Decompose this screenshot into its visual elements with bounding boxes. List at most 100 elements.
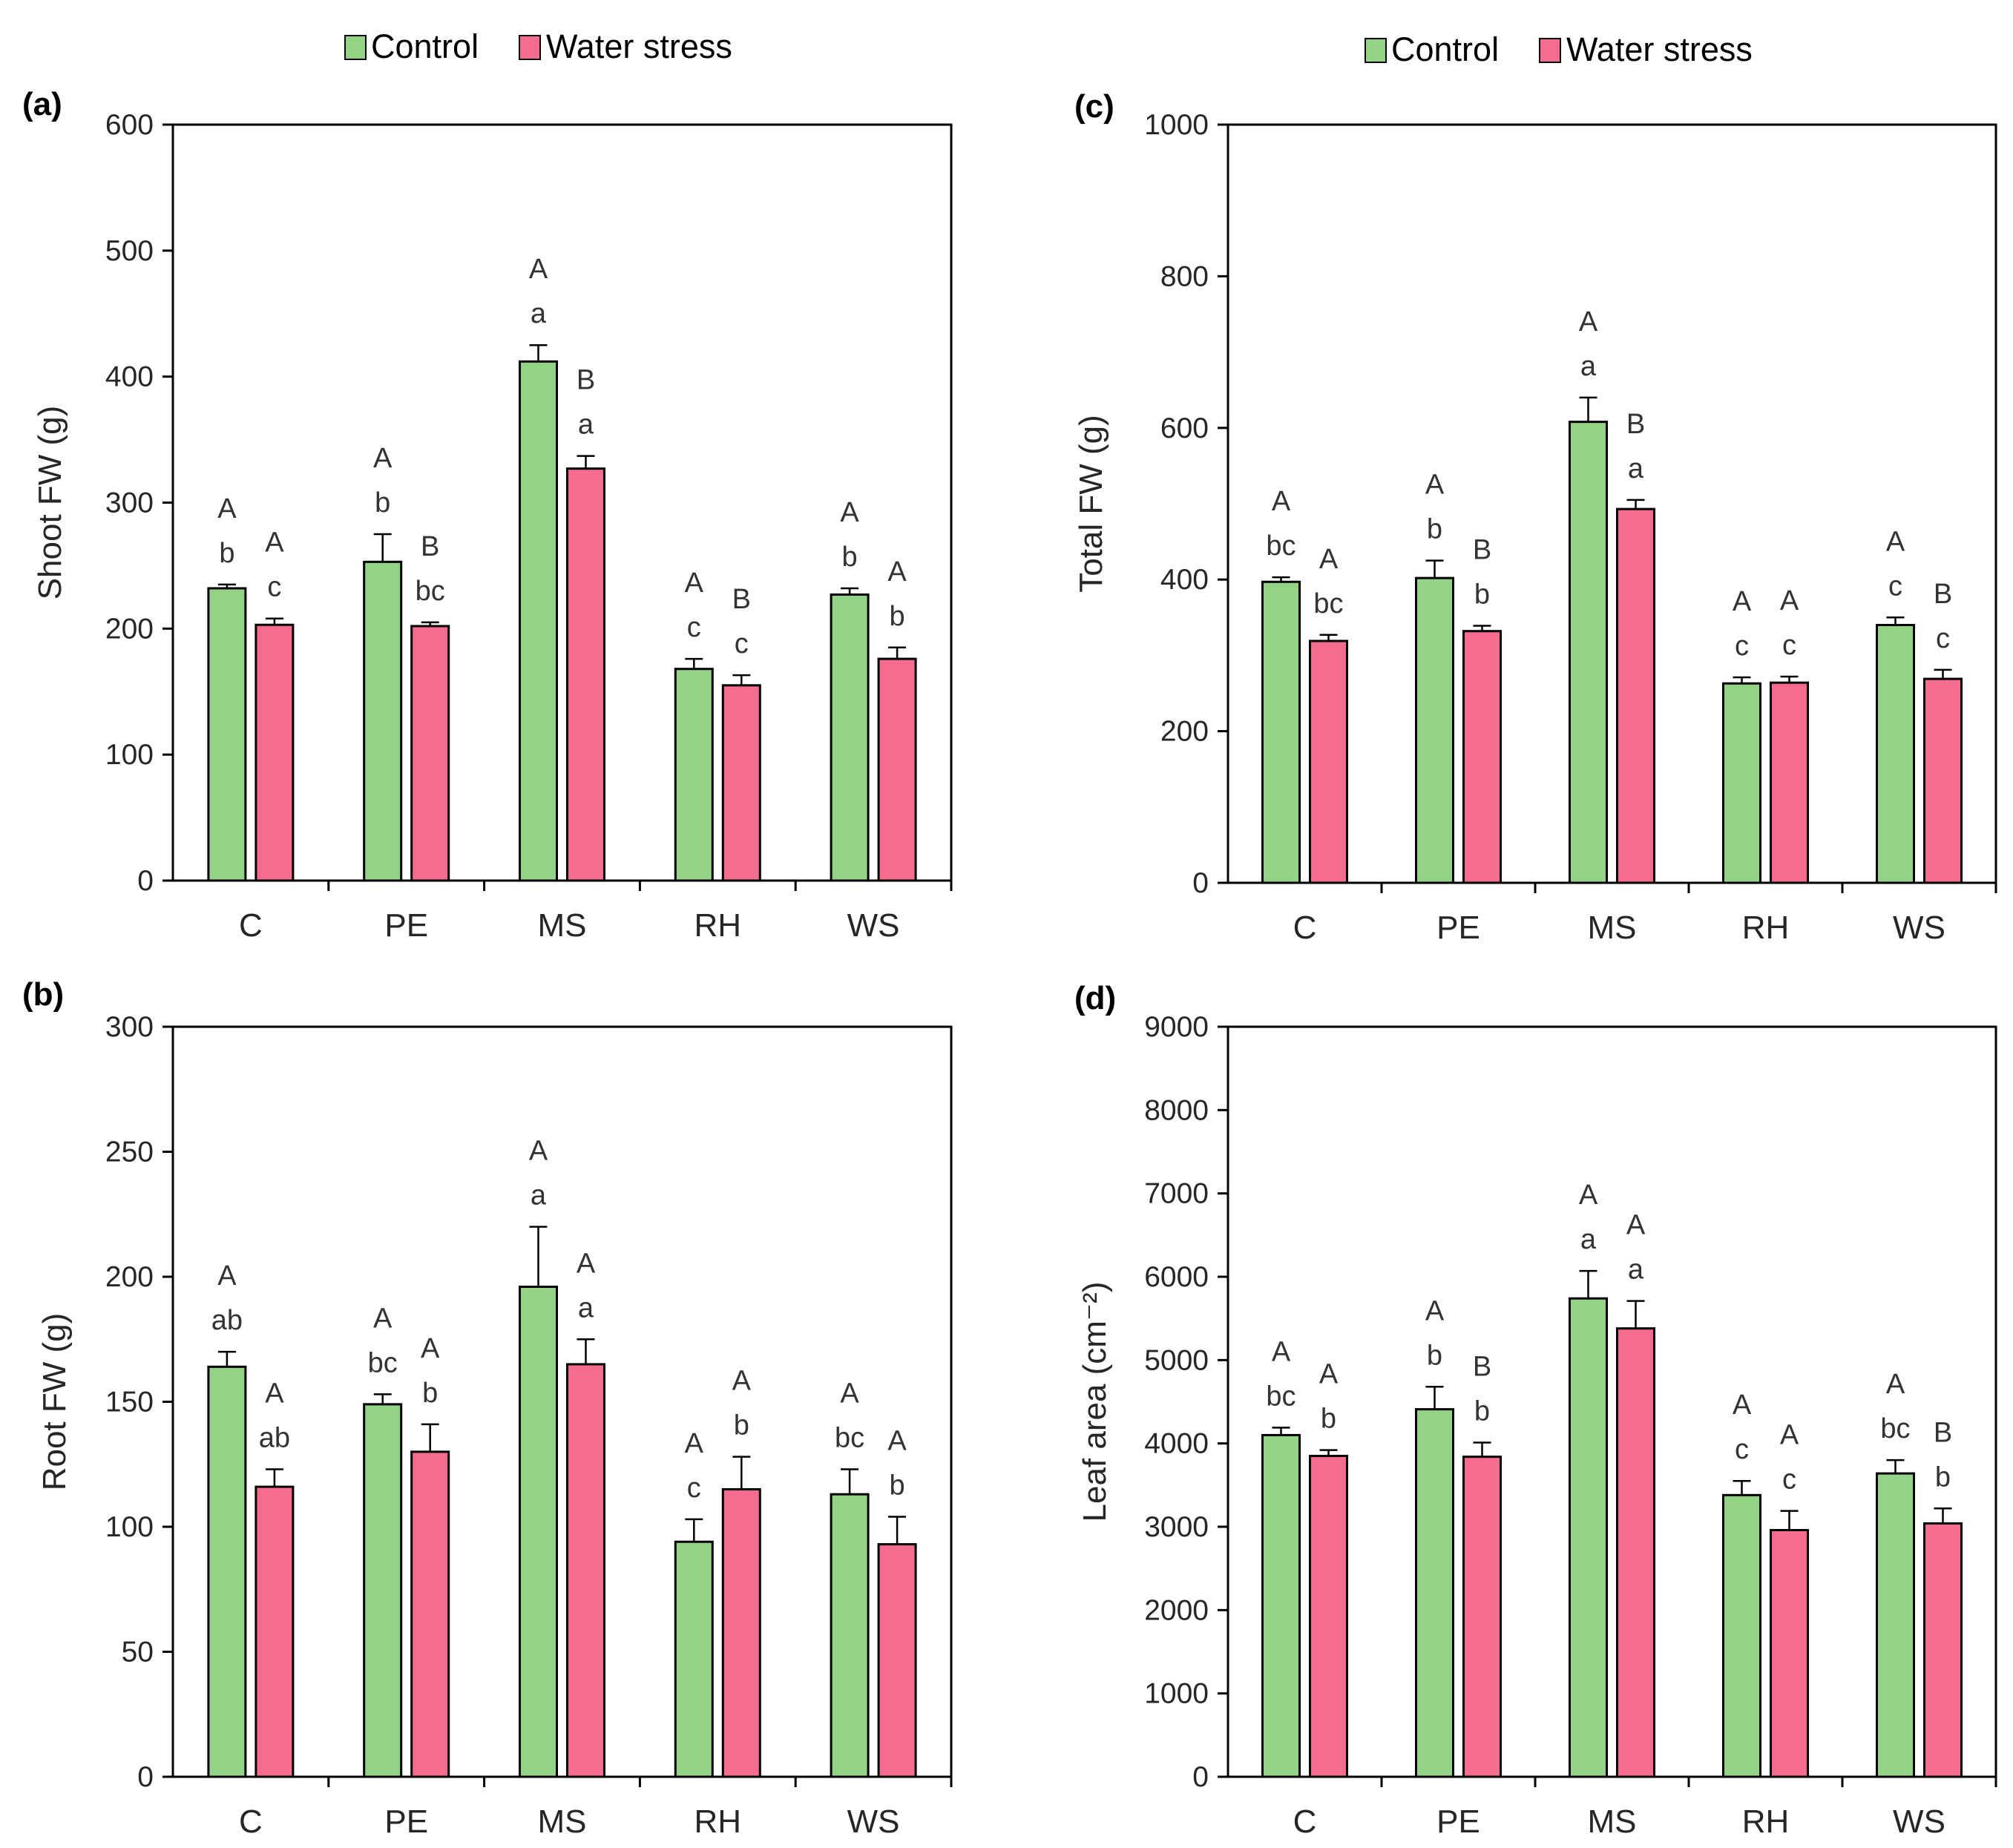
significance-lower-letter: c: [1888, 570, 1902, 602]
y-tick-label: 200: [105, 613, 154, 645]
significance-upper-letter: A: [1780, 1420, 1799, 1451]
significance-lower-letter: ab: [259, 1422, 290, 1453]
x-category-label: C: [239, 1803, 263, 1840]
significance-upper-letter: A: [577, 1248, 596, 1279]
significance-lower-letter: bc: [835, 1422, 864, 1453]
y-tick-label: 400: [1160, 564, 1209, 596]
significance-lower-letter: a: [1580, 351, 1597, 382]
significance-lower-letter: b: [1474, 1396, 1490, 1427]
significance-upper-letter: A: [732, 1366, 752, 1397]
significance-upper-letter: A: [840, 1378, 859, 1409]
bar-water-stress: [1462, 1456, 1502, 1778]
significance-upper-letter: A: [421, 1333, 440, 1364]
x-category-label: MS: [538, 1803, 587, 1840]
x-category-label: WS: [847, 1803, 900, 1840]
y-tick-label: 400: [105, 361, 154, 393]
significance-upper-letter: A: [685, 1428, 704, 1459]
significance-upper-letter: A: [887, 1426, 907, 1457]
significance-upper-letter: A: [373, 1303, 393, 1334]
significance-upper-letter: A: [1626, 1210, 1646, 1241]
y-tick-label: 500: [105, 235, 154, 267]
significance-upper-letter: A: [685, 568, 704, 599]
y-tick-label: 3000: [1144, 1511, 1209, 1543]
y-tick-label: 800: [1160, 260, 1209, 292]
legend-label-water-stress: Water stress: [1566, 30, 1753, 68]
significance-lower-letter: b: [1474, 579, 1490, 611]
plot-frame: [1226, 123, 1997, 884]
significance-lower-letter: bc: [1266, 1381, 1296, 1412]
y-tick-label: 600: [1160, 412, 1209, 444]
legend-swatch-water-stress: [519, 35, 541, 60]
y-tick-label: 0: [1192, 867, 1209, 899]
significance-upper-letter: B: [1473, 1352, 1491, 1383]
bar-water-stress: [1923, 1522, 1963, 1778]
significance-upper-letter: A: [1272, 1336, 1291, 1367]
bar-control: [1722, 1493, 1761, 1778]
significance-upper-letter: B: [577, 365, 595, 396]
significance-upper-letter: A: [1886, 526, 1905, 557]
significance-upper-letter: A: [1319, 544, 1339, 575]
significance-lower-letter: b: [1321, 1404, 1336, 1435]
x-category-label: RH: [694, 907, 742, 944]
y-tick-label: 600: [105, 109, 154, 141]
y-tick-label: 100: [105, 739, 154, 771]
x-category-label: MS: [1588, 1803, 1637, 1840]
panel-label: (d): [1074, 980, 1116, 1016]
legend-label-control: Control: [1391, 30, 1499, 68]
significance-upper-letter: A: [529, 1136, 548, 1167]
y-tick-label: 50: [122, 1637, 154, 1668]
bar-control: [1261, 1433, 1301, 1778]
significance-upper-letter: A: [217, 493, 237, 525]
significance-lower-letter: b: [422, 1378, 438, 1409]
y-tick-label: 0: [137, 1761, 154, 1793]
x-category-label: RH: [1742, 910, 1790, 946]
bar-water-stress: [721, 684, 761, 882]
bar-water-stress: [255, 623, 295, 882]
y-tick-label: 8000: [1144, 1094, 1209, 1126]
y-tick-label: 0: [137, 865, 154, 897]
x-category-label: C: [1293, 1803, 1317, 1840]
x-category-label: WS: [1893, 1803, 1945, 1840]
legend-label-control: Control: [371, 27, 479, 65]
bar-water-stress: [1309, 1455, 1348, 1778]
x-category-label: C: [239, 907, 263, 944]
y-tick-label: 250: [105, 1137, 154, 1168]
significance-upper-letter: B: [1934, 579, 1952, 610]
x-category-label: PE: [384, 1803, 428, 1840]
significance-lower-letter: c: [687, 612, 701, 643]
bar-water-stress: [1616, 1327, 1655, 1778]
panel-label: (a): [22, 86, 62, 122]
bar-control: [1569, 1297, 1608, 1778]
significance-upper-letter: A: [1272, 486, 1291, 517]
bar-water-stress: [566, 467, 605, 882]
y-tick-label: 5000: [1144, 1344, 1209, 1376]
bar-control: [1722, 682, 1761, 884]
y-axis-title: Total FW (g): [1073, 415, 1109, 593]
bar-water-stress: [1616, 507, 1655, 884]
significance-upper-letter: B: [732, 584, 751, 615]
x-category-label: RH: [694, 1803, 742, 1840]
bar-control: [1261, 580, 1301, 884]
significance-upper-letter: A: [1886, 1369, 1905, 1400]
significance-upper-letter: A: [1579, 306, 1598, 338]
x-category-label: PE: [1436, 910, 1480, 946]
significance-lower-letter: b: [1427, 1340, 1442, 1371]
significance-lower-letter: c: [1735, 631, 1749, 662]
bar-water-stress: [255, 1485, 295, 1778]
bar-control: [363, 1403, 403, 1778]
legend-left: Control Water stress: [344, 27, 732, 65]
y-tick-label: 100: [105, 1511, 154, 1543]
plot-frame: [1226, 1025, 1997, 1778]
significance-lower-letter: a: [1628, 1255, 1644, 1286]
x-category-label: WS: [847, 907, 900, 944]
x-category-label: PE: [1436, 1803, 1480, 1840]
bar-water-stress: [1770, 1528, 1809, 1778]
panel-d: 0 1000 2000 3000 4000 5000 6000 7000 8000 9000 Lea…: [1074, 980, 1997, 1840]
significance-lower-letter: b: [219, 538, 234, 569]
bar-control: [207, 587, 247, 882]
significance-lower-letter: a: [1580, 1224, 1597, 1255]
bar-control: [674, 668, 714, 882]
significance-lower-letter: b: [375, 487, 390, 519]
